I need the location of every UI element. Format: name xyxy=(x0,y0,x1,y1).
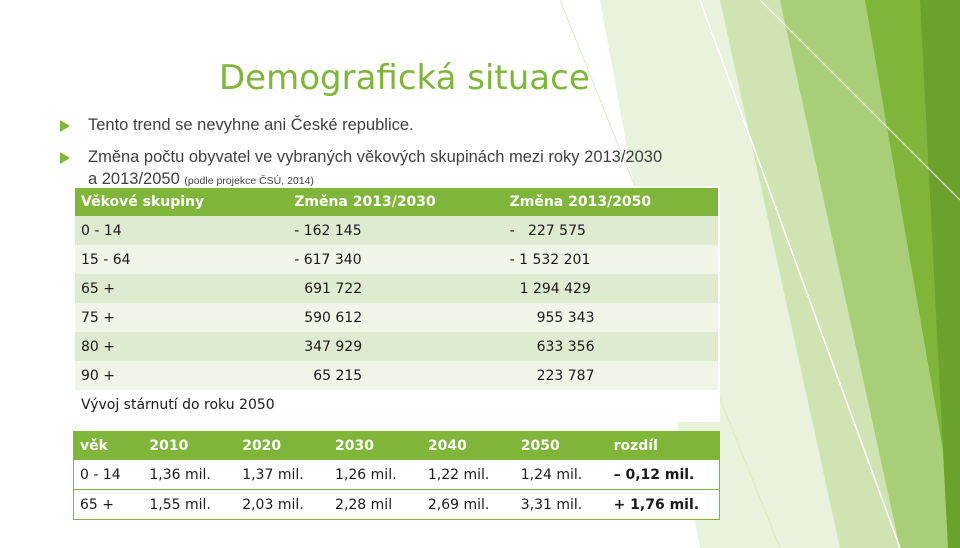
table-footer-text: Vývoj stárnutí do roku 2050 xyxy=(74,390,719,421)
table-cell: 1,22 mil. xyxy=(421,460,515,490)
table-cell: 1 294 429 xyxy=(503,274,719,303)
table-cell: - 162 145 xyxy=(288,216,504,245)
table-row: 65 + 691 722 1 294 429 xyxy=(74,274,719,303)
table-cell: 955 343 xyxy=(503,303,719,332)
table-header: 2020 xyxy=(236,431,330,460)
table-cell: 65 + xyxy=(73,489,144,520)
table-header-row: Věkové skupiny Změna 2013/2030 Změna 201… xyxy=(74,187,719,216)
table-cell: 347 929 xyxy=(288,332,504,361)
table-cell: 1,37 mil. xyxy=(236,460,330,490)
table-cell: 90 + xyxy=(74,361,289,390)
table-row: 65 + 1,55 mil. 2,03 mil. 2,28 mil 2,69 m… xyxy=(73,489,720,520)
table-header: 2030 xyxy=(329,431,422,460)
table-header: Změna 2013/2050 xyxy=(503,187,719,216)
table-cell: 1,55 mil. xyxy=(143,489,237,520)
table-cell: 65 215 xyxy=(288,361,504,390)
table-cell: 0 - 14 xyxy=(74,216,289,245)
table-cell: - 227 575 xyxy=(503,216,719,245)
table-cell: 633 356 xyxy=(503,332,719,361)
table-header: věk xyxy=(73,431,144,460)
table-header: rozdíl xyxy=(607,431,720,460)
page-title: Demografická situace xyxy=(219,58,590,98)
table-header: 2010 xyxy=(143,431,237,460)
table-row: 0 - 14 - 162 145 - 227 575 xyxy=(74,216,719,245)
table-cell: 1,24 mil. xyxy=(514,460,608,490)
table-row: 90 + 65 215 223 787 xyxy=(74,361,719,390)
table-cell: + 1,76 mil. xyxy=(607,489,720,520)
table-cell: 75 + xyxy=(74,303,289,332)
table-cell: 3,31 mil. xyxy=(514,489,608,520)
table-header: Změna 2013/2030 xyxy=(288,187,504,216)
table-cell: 0 - 14 xyxy=(73,460,144,490)
age-change-table: Věkové skupiny Změna 2013/2030 Změna 201… xyxy=(73,186,720,422)
table-cell: 1,26 mil. xyxy=(329,460,422,490)
aging-forecast-table: věk 2010 2020 2030 2040 2050 rozdíl 0 - … xyxy=(73,431,720,520)
table-row: 80 + 347 929 633 356 xyxy=(74,332,719,361)
bullet-2-note: (podle projekce ČSÚ, 2014) xyxy=(184,175,314,187)
table-cell: 80 + xyxy=(74,332,289,361)
table-cell: 2,03 mil. xyxy=(236,489,330,520)
table-header: Věkové skupiny xyxy=(74,187,289,216)
table-header: 2050 xyxy=(514,431,608,460)
table-cell: 223 787 xyxy=(503,361,719,390)
table-cell: 1,36 mil. xyxy=(143,460,237,490)
table-cell: – 0,12 mil. xyxy=(607,460,720,490)
table-cell: 15 - 64 xyxy=(74,245,289,274)
table-footer-row: Vývoj stárnutí do roku 2050 xyxy=(74,390,719,421)
bullet-arrow-icon xyxy=(60,152,70,164)
table-cell: 590 612 xyxy=(288,303,504,332)
table-cell: 691 722 xyxy=(288,274,504,303)
table-cell: - 617 340 xyxy=(288,245,504,274)
bullet-1-text: Tento trend se nevyhne ani České republi… xyxy=(88,116,414,134)
table-row: 75 + 590 612 955 343 xyxy=(74,303,719,332)
table-row: 0 - 14 1,36 mil. 1,37 mil. 1,26 mil. 1,2… xyxy=(73,460,720,490)
table-header-row: věk 2010 2020 2030 2040 2050 rozdíl xyxy=(73,431,720,460)
bullet-2-continued: a 2013/2050 (podle projekce ČSÚ, 2014) xyxy=(88,170,314,189)
table-cell: 2,28 mil xyxy=(329,489,422,520)
bullet-arrow-icon xyxy=(60,120,70,132)
bullet-2-text: Změna počtu obyvatel ve vybraných věkový… xyxy=(88,148,663,166)
table-row: 15 - 64 - 617 340 - 1 532 201 xyxy=(74,245,719,274)
table-cell: - 1 532 201 xyxy=(503,245,719,274)
table-header: 2040 xyxy=(421,431,515,460)
table-cell: 2,69 mil. xyxy=(421,489,515,520)
bullet-2-line2: a 2013/2050 xyxy=(88,170,180,188)
table-cell: 65 + xyxy=(74,274,289,303)
